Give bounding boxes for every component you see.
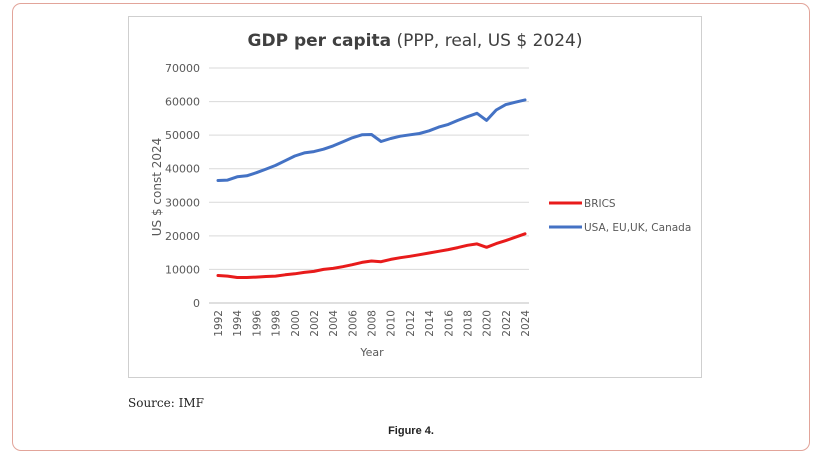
series-line-usa-eu-uk-canada [216,98,527,182]
x-tick-label: 2012 [405,310,417,337]
x-tick-label: 2008 [367,310,379,337]
x-tick-label: 2014 [424,310,436,337]
x-tick-label: 1998 [271,310,283,337]
x-tick-label: 1996 [251,310,263,337]
y-tick-label: 40000 [165,163,200,176]
y-tick-label: 50000 [165,129,200,142]
chart-title: GDP per capita (PPP, real, US $ 2024) [248,31,583,51]
source-note: Source: IMF [128,396,204,410]
chart-title-bold: GDP per capita [248,31,392,51]
chart-title-rest: (PPP, real, US $ 2024) [391,31,582,51]
y-tick-labels: 0 10000 20000 30000 40000 50000 60000 70000 [165,62,200,310]
y-tick-label: 0 [193,297,200,310]
y-tick-label: 70000 [165,62,200,75]
x-tick-label: 2010 [386,310,398,337]
y-axis-label: US $ const 2024 [150,138,164,237]
x-tick-label: 2016 [443,310,455,337]
figure-caption: Figure 4. [388,425,434,437]
y-tick-label: 60000 [165,96,200,109]
x-tick-labels: 1992 1994 1996 1998 2000 2002 2004 2006 2008 2010… [213,310,532,337]
x-tick-label: 2002 [309,310,321,337]
grid-lines [209,67,529,304]
x-tick-label: 2006 [347,310,359,337]
x-tick-label: 2022 [501,310,513,337]
y-tick-label: 30000 [165,196,200,209]
x-axis-label: Year [359,346,384,359]
y-tick-label: 10000 [165,263,200,276]
x-tick-label: 2024 [520,310,532,337]
x-tick-label: 2018 [462,310,474,337]
x-tick-label: 1994 [232,310,244,337]
legend-label: USA, EU,UK, Canada [584,222,691,234]
x-tick-label: 2020 [482,310,494,337]
x-tick-label: 2000 [290,310,302,337]
series-line-brics [216,232,527,279]
y-tick-label: 20000 [165,230,200,243]
legend-label: BRICS [584,198,616,210]
x-tick-label: 2004 [328,310,340,337]
series-lines [216,98,527,279]
legend: BRICS USA, EU,UK, Canada [549,198,691,234]
figure-frame [12,3,810,451]
chart-container [128,16,702,378]
x-tick-label: 1992 [213,310,225,337]
